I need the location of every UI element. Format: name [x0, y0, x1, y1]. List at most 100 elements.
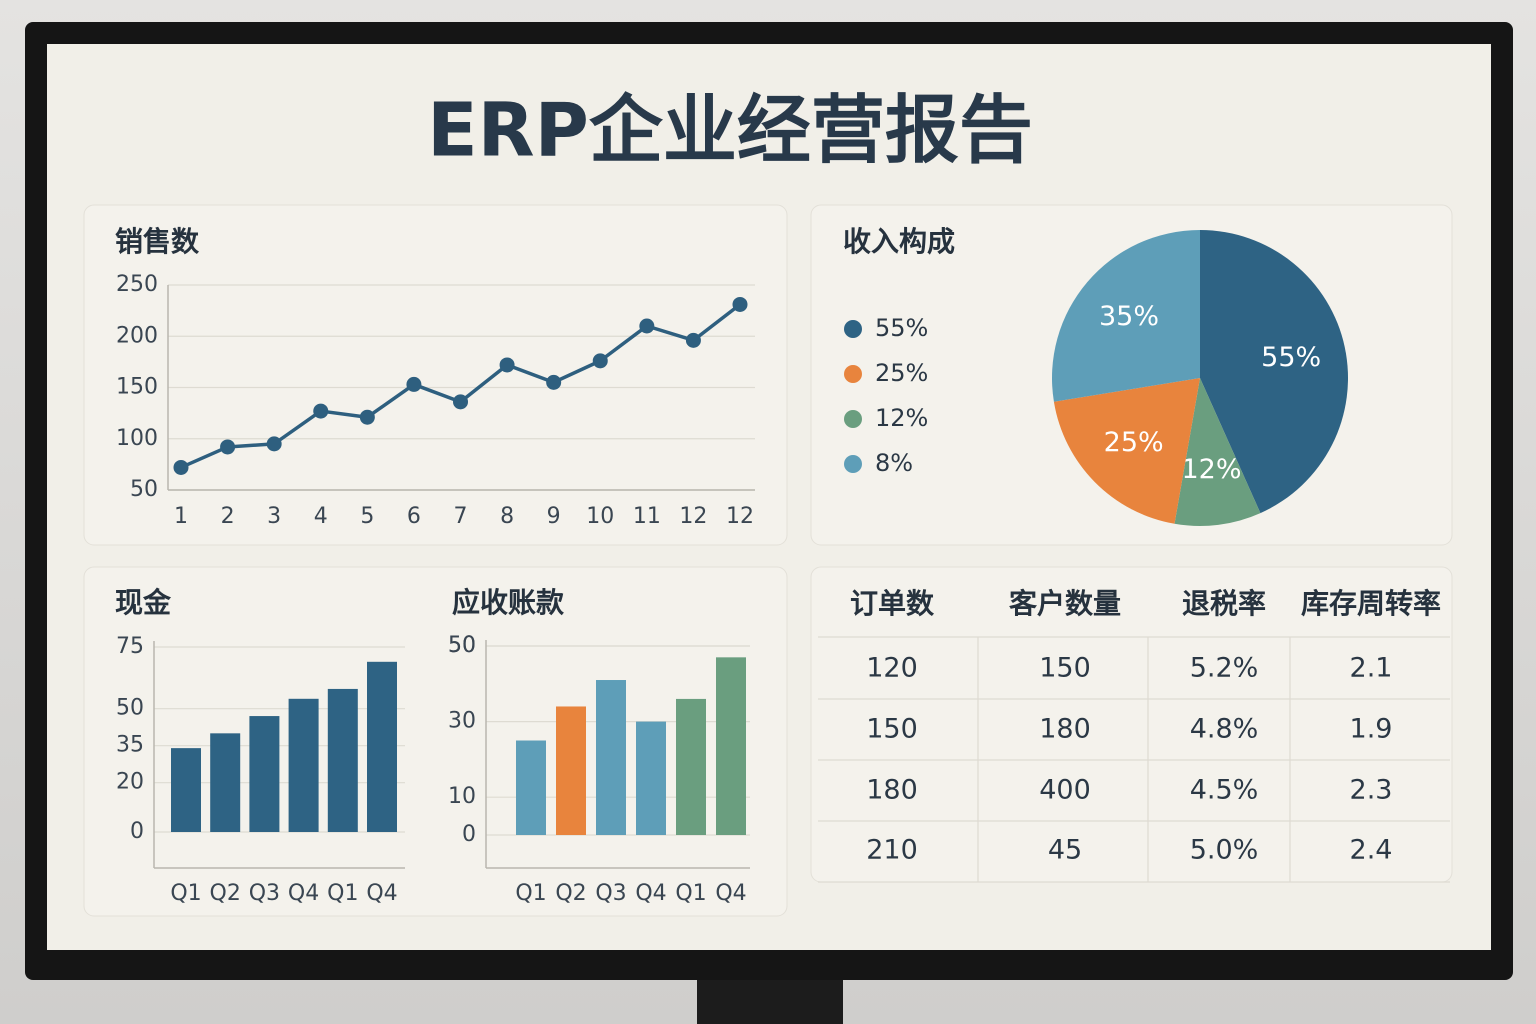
x-tick-label: 11	[633, 504, 661, 529]
point	[453, 394, 468, 410]
pie-slice	[1200, 230, 1348, 514]
table-header: 退税率	[1182, 587, 1266, 620]
table-cell: 150	[866, 714, 918, 745]
bar	[288, 698, 319, 832]
point	[173, 459, 189, 475]
bar	[327, 688, 358, 832]
y-tick-label: 50	[116, 696, 144, 721]
page-title: ERP企业经营报告	[427, 88, 1033, 174]
x-tick-label: Q1	[327, 881, 358, 906]
x-tick-label: 2	[221, 504, 235, 529]
point	[732, 296, 748, 312]
y-tick-label: 50	[448, 633, 476, 658]
slice-label: 12%	[1181, 454, 1241, 485]
table-cell: 4.5%	[1190, 775, 1259, 806]
table-cell: 1.9	[1350, 714, 1393, 745]
bar	[210, 733, 241, 832]
x-tick-label: 8	[500, 504, 514, 529]
point	[639, 318, 655, 334]
y-tick-label: 75	[116, 634, 144, 659]
x-tick-label: Q2	[555, 881, 586, 906]
bar	[636, 721, 666, 835]
chart-title: 应收账款	[452, 586, 565, 619]
table-cell: 180	[1039, 714, 1091, 745]
y-tick-label: 250	[116, 272, 158, 297]
table-cell: 2.1	[1350, 653, 1393, 684]
x-tick-label: Q3	[595, 881, 626, 906]
slice-label: 55%	[1261, 342, 1321, 373]
slice-label: 35%	[1099, 301, 1159, 332]
chart-title: 收入构成	[843, 225, 955, 258]
chart-title: 现金	[115, 586, 172, 619]
legend-swatch	[844, 410, 862, 428]
x-tick-label: Q1	[515, 881, 546, 906]
bar	[716, 657, 746, 835]
point	[359, 409, 375, 425]
y-tick-label: 30	[448, 709, 476, 734]
x-tick-label: 12	[679, 504, 707, 529]
bar	[367, 661, 397, 832]
legend-label: 55%	[875, 314, 928, 342]
x-tick-label: 7	[454, 504, 468, 529]
table-cell: 4.8%	[1190, 714, 1259, 745]
point	[592, 353, 608, 369]
bar	[249, 716, 280, 832]
point	[406, 376, 422, 392]
x-tick-label: Q1	[170, 881, 201, 906]
table-cell: 180	[866, 775, 918, 806]
bar	[676, 698, 706, 835]
x-tick-label: Q4	[366, 881, 397, 906]
bar	[596, 680, 626, 835]
point	[220, 439, 236, 455]
table-header: 库存周转率	[1301, 587, 1441, 620]
point	[685, 332, 701, 348]
point	[546, 374, 562, 390]
x-tick-label: 9	[547, 504, 561, 529]
slice-label: 25%	[1104, 427, 1164, 458]
table-cell: 5.0%	[1190, 835, 1259, 866]
pie-slice	[1174, 378, 1261, 526]
table-cell: 45	[1048, 835, 1082, 866]
legend-label: 8%	[875, 449, 913, 477]
y-tick-label: 0	[130, 819, 144, 844]
y-tick-label: 200	[116, 323, 158, 348]
x-tick-label: Q2	[210, 881, 241, 906]
point	[313, 403, 329, 419]
legend-swatch	[844, 365, 862, 383]
x-tick-label: Q4	[288, 881, 319, 906]
y-tick-label: 150	[116, 375, 158, 400]
y-tick-label: 35	[116, 733, 144, 758]
table-cell: 5.2%	[1190, 653, 1259, 684]
legend-swatch	[844, 455, 862, 473]
x-tick-label: 5	[360, 504, 374, 529]
x-tick-label: Q1	[675, 881, 706, 906]
y-tick-label: 10	[448, 784, 476, 809]
table-cell: 150	[1039, 653, 1091, 684]
x-tick-label: 1	[174, 504, 188, 529]
panel	[83, 204, 788, 546]
chart-title: 销售数	[115, 225, 200, 258]
monitor-stand	[697, 975, 843, 1024]
table-cell: 210	[866, 835, 918, 866]
y-tick-label: 50	[448, 633, 476, 658]
bar	[516, 740, 546, 835]
y-tick-label: 0	[462, 822, 476, 847]
table-cell: 2.3	[1350, 775, 1393, 806]
x-tick-label: 12	[726, 504, 754, 529]
bar	[556, 706, 586, 835]
bar	[171, 748, 201, 832]
table-cell: 2.4	[1350, 835, 1393, 866]
y-tick-label: 20	[116, 770, 144, 795]
x-tick-label: 6	[407, 504, 421, 529]
pie-slice	[1053, 378, 1200, 524]
x-tick-label: 4	[314, 504, 328, 529]
table-header: 客户数量	[1009, 587, 1121, 620]
point	[499, 357, 515, 373]
x-tick-label: Q3	[249, 881, 280, 906]
y-tick-label: 50	[130, 477, 158, 502]
x-tick-label: 3	[267, 504, 281, 529]
table-cell: 120	[866, 653, 918, 684]
